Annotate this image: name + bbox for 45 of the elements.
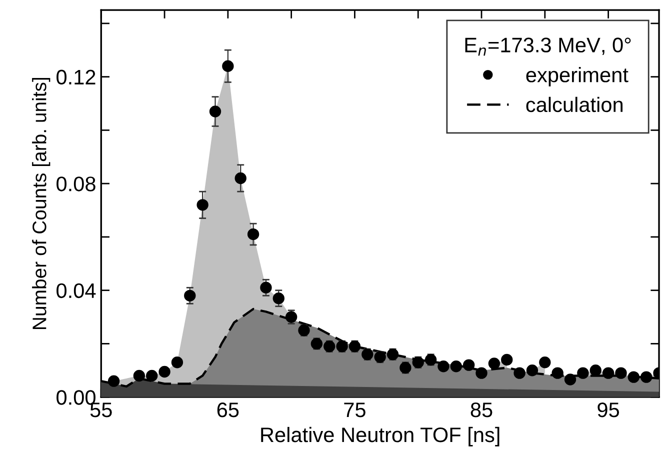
x-tick-label: 95	[598, 402, 620, 418]
point	[438, 360, 450, 372]
point	[146, 370, 158, 382]
x-axis-title: Relative Neutron TOF [ns]	[261, 426, 500, 446]
point	[450, 360, 462, 372]
point	[196, 199, 208, 211]
point	[539, 356, 551, 368]
point	[209, 106, 222, 118]
point	[577, 367, 589, 379]
point	[462, 359, 475, 371]
x-tick-label: 75	[344, 402, 366, 418]
point	[526, 364, 538, 376]
x-tick-label: 55	[90, 402, 112, 418]
point	[285, 311, 298, 323]
point	[602, 367, 614, 379]
x-tick-label: 65	[217, 402, 239, 418]
point	[234, 172, 246, 184]
point	[108, 375, 120, 387]
point	[184, 290, 196, 302]
x-tick-label: 85	[470, 402, 492, 418]
point	[488, 358, 500, 370]
legend-label: experiment	[526, 66, 628, 86]
point	[640, 371, 652, 383]
point	[501, 354, 513, 366]
point	[615, 367, 627, 379]
point	[514, 367, 526, 379]
y-tick-label: 0.00	[56, 390, 96, 405]
y-tick-label: 0.12	[56, 70, 96, 85]
point	[628, 371, 640, 383]
y-tick-label: 0.04	[56, 283, 96, 298]
point	[590, 364, 602, 376]
point	[133, 370, 146, 382]
point	[171, 356, 184, 368]
legend-title: E$_{n}$=173.3 MeV, 0°	[465, 38, 631, 56]
point	[158, 366, 170, 378]
point	[564, 374, 576, 386]
point	[260, 282, 272, 294]
y-tick-label: 0.08	[56, 176, 96, 192]
point	[272, 292, 284, 304]
point	[552, 367, 564, 379]
y-axis-title: Number of Counts [arb. units]	[32, 78, 50, 329]
point	[222, 60, 234, 72]
point	[247, 228, 260, 240]
legend-label: calculation	[526, 96, 622, 112]
point	[476, 367, 488, 379]
